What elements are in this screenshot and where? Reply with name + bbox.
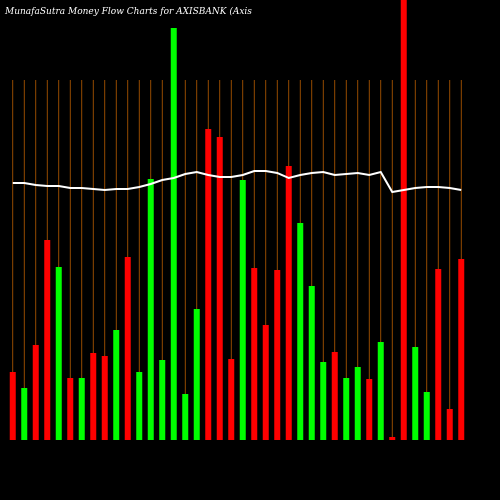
bar <box>124 257 131 440</box>
bar <box>9 372 16 440</box>
bar <box>113 330 120 440</box>
bar <box>67 378 74 440</box>
bar <box>274 270 281 440</box>
bar <box>90 353 97 440</box>
bar <box>435 269 442 440</box>
bar <box>251 268 258 440</box>
bar <box>366 379 373 440</box>
bar <box>182 394 189 440</box>
bar <box>262 325 269 440</box>
bar <box>412 347 419 440</box>
bar <box>170 28 177 440</box>
bar <box>55 267 62 440</box>
bar <box>228 359 235 440</box>
bar <box>21 388 28 440</box>
bar <box>136 372 143 440</box>
bar <box>354 367 361 440</box>
bar <box>239 180 246 440</box>
bar <box>32 345 39 440</box>
bar <box>147 179 154 440</box>
bar <box>320 362 327 440</box>
bar <box>101 356 108 440</box>
bar <box>216 137 223 440</box>
chart-title: MunafaSutra Money Flow Charts for AXISBA… <box>4 6 252 17</box>
bar <box>308 286 315 440</box>
bar <box>44 240 51 440</box>
bar <box>343 378 350 440</box>
bar <box>205 129 212 440</box>
bar <box>458 259 465 440</box>
bar <box>389 437 396 440</box>
bar <box>377 342 384 440</box>
bar <box>159 360 166 440</box>
bar <box>400 0 407 440</box>
line <box>12 170 462 194</box>
bar <box>297 223 304 440</box>
bar <box>193 309 200 440</box>
bar <box>78 378 85 440</box>
bar <box>331 352 338 440</box>
bar <box>446 409 453 440</box>
bar <box>285 166 292 440</box>
bar <box>423 392 430 440</box>
